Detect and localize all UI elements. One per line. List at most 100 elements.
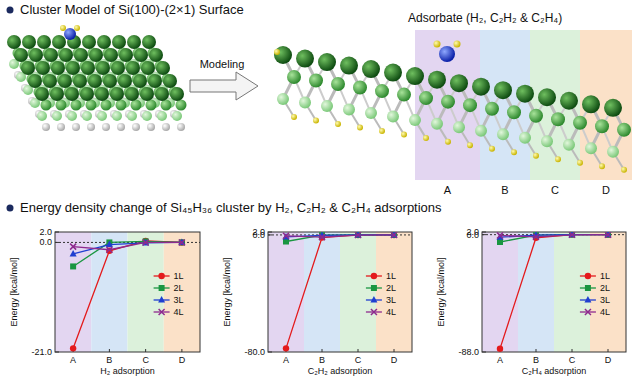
atom — [170, 87, 184, 101]
atom — [155, 87, 169, 101]
bullet — [7, 7, 14, 14]
atom — [59, 48, 73, 62]
atom — [274, 49, 280, 55]
atom — [132, 123, 140, 131]
atom — [82, 35, 96, 49]
atom — [22, 35, 36, 49]
atom — [343, 104, 355, 116]
y-axis-title: Energy [kcal/mol] — [222, 257, 232, 326]
atom — [573, 116, 587, 130]
atom — [140, 87, 154, 101]
atom — [409, 114, 421, 126]
atom — [148, 74, 162, 88]
series-line — [73, 241, 182, 266]
series-line — [286, 235, 394, 242]
atom — [318, 53, 336, 71]
atom — [112, 35, 126, 49]
atom — [472, 78, 490, 96]
atom — [419, 91, 433, 105]
atom — [335, 121, 341, 127]
atom — [321, 100, 333, 112]
atom — [387, 111, 399, 123]
atom — [81, 61, 95, 75]
atom — [362, 60, 380, 78]
atom — [577, 160, 583, 166]
x-tick-label: D — [605, 355, 612, 365]
plot-frame — [55, 232, 200, 352]
atom — [125, 87, 139, 101]
chart: 2.00.0-88.0ABCDC₂H₄ adsorptionEnergy [kc… — [436, 227, 626, 376]
plot-data — [283, 232, 398, 352]
data-point — [143, 239, 149, 245]
legend-label: 1L — [600, 271, 610, 281]
chart: 2.00.0-80.0ABCDC₂H₂ adsorptionEnergy [kc… — [222, 227, 412, 376]
atom — [111, 61, 125, 75]
atom — [621, 167, 627, 173]
region-band — [480, 30, 530, 180]
plot-frame — [268, 232, 412, 352]
legend-label: 3L — [174, 295, 184, 305]
data-point — [70, 250, 77, 257]
atom — [453, 121, 465, 133]
atom — [64, 28, 76, 40]
atom — [127, 35, 141, 49]
category-band — [164, 232, 200, 352]
atom — [541, 135, 553, 147]
diagram-title: Cluster Model of Si(100)-(2×1) Surface — [20, 2, 244, 17]
region-label: B — [501, 184, 508, 196]
atom — [28, 74, 42, 88]
atom — [485, 102, 499, 116]
legend-label: 4L — [386, 307, 396, 317]
atom — [82, 111, 92, 121]
data-point — [178, 238, 185, 245]
atom — [112, 111, 122, 121]
atom — [489, 146, 495, 152]
atom — [43, 74, 57, 88]
series-line — [500, 235, 608, 242]
legend-label: 2L — [386, 283, 396, 293]
adsorbate-label: Adsorbate (H₂, C₂H₂ & C₂H₄) — [408, 11, 562, 25]
atom — [551, 112, 565, 126]
bullet — [7, 205, 14, 212]
x-tick-label: A — [283, 355, 289, 365]
atom — [475, 125, 487, 137]
atom — [52, 111, 62, 121]
atom — [134, 48, 148, 62]
category-band — [340, 232, 376, 352]
atom — [116, 100, 127, 111]
atom — [42, 123, 50, 131]
data-point — [106, 248, 112, 254]
data-point — [106, 241, 113, 248]
x-tick-label: A — [497, 355, 503, 365]
atom — [423, 135, 429, 141]
atom — [595, 119, 609, 133]
x-tick-label: C — [569, 355, 576, 365]
x-tick-label: D — [391, 355, 398, 365]
atom — [375, 84, 389, 98]
atom — [454, 41, 461, 48]
atom — [67, 111, 77, 121]
atom — [379, 128, 385, 134]
legend-label: 1L — [386, 271, 396, 281]
atom — [86, 100, 97, 111]
category-band — [128, 232, 164, 352]
data-point — [106, 247, 112, 253]
legend: 1L2L3L4L — [154, 271, 184, 317]
legend-marker — [371, 309, 377, 315]
atom — [445, 139, 451, 145]
atom — [52, 35, 66, 49]
region-label: A — [444, 184, 452, 196]
legend-marker — [585, 309, 591, 315]
atom — [441, 95, 455, 109]
data-point — [70, 244, 76, 250]
plot-data — [497, 232, 612, 352]
atom — [133, 74, 147, 88]
atom — [51, 61, 65, 75]
atom — [274, 46, 292, 64]
atom — [96, 61, 110, 75]
series-line — [286, 235, 394, 348]
atom — [56, 100, 67, 111]
legend-marker — [158, 273, 164, 279]
atom — [607, 146, 619, 158]
atom — [97, 111, 107, 121]
